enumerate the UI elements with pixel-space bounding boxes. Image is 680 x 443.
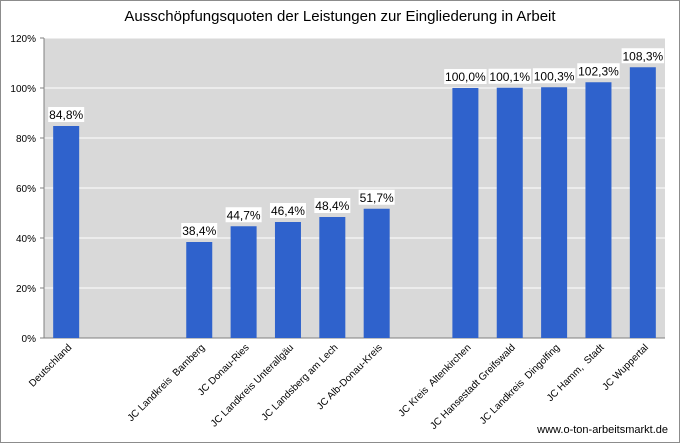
bar <box>230 226 257 338</box>
chart-title: Ausschöpfungsquoten der Leistungen zur E… <box>124 8 556 25</box>
bar <box>496 87 523 338</box>
bar <box>274 222 301 338</box>
data-label: 46,4% <box>271 204 305 218</box>
data-label-bg <box>577 63 620 79</box>
y-tick-label: 20% <box>16 284 36 295</box>
bar <box>363 208 390 338</box>
x-tick-label: JC Hansestadt Greifswald <box>428 342 518 432</box>
data-label: 84,8% <box>49 108 83 122</box>
data-label-bg <box>532 68 576 84</box>
bar <box>629 67 656 338</box>
x-tick-label: JC Kreis Altenkirchen <box>397 342 474 419</box>
data-label: 38,4% <box>182 224 216 238</box>
y-tick-label: 100% <box>10 84 36 95</box>
x-tick-label: JC Wuppertal <box>600 342 650 392</box>
data-label-bg <box>444 69 487 84</box>
data-label: 51,7% <box>360 191 394 205</box>
y-tick-label: 60% <box>16 184 36 195</box>
data-label: 100,3% <box>534 69 575 83</box>
x-tick-label: JC Landsberg am Lech <box>260 342 341 423</box>
data-label-bg <box>225 207 262 223</box>
data-label-bg <box>358 189 395 205</box>
x-tick-label: JC Landkreis Unterallgäu <box>209 342 296 429</box>
data-label: 108,3% <box>622 49 663 63</box>
y-tick-label: 0% <box>22 334 37 345</box>
bar <box>585 82 612 338</box>
data-label-bg <box>269 203 306 218</box>
data-label-bg <box>314 198 351 213</box>
x-tick-label: JC Landkreis Bamberg <box>126 342 208 424</box>
bar <box>186 242 213 338</box>
y-tick-label: 120% <box>10 34 36 45</box>
source-url: www.o-ton-arbeitsmarkt.de <box>537 424 668 436</box>
y-tick-label: 40% <box>16 234 36 245</box>
data-label-bg <box>181 223 218 238</box>
data-label: 44,7% <box>227 208 261 222</box>
bar <box>541 87 568 338</box>
data-label: 100,0% <box>445 70 486 84</box>
x-tick-label: Deutschland <box>27 342 74 389</box>
data-label-bg <box>621 48 665 64</box>
data-label-bg <box>488 68 531 84</box>
bar <box>319 217 346 338</box>
data-label-bg <box>48 107 85 122</box>
x-tick-label: JC Landkreis Dingolfing <box>478 342 562 426</box>
data-label: 102,3% <box>578 64 619 78</box>
data-label: 100,1% <box>489 70 530 84</box>
bar <box>452 88 479 338</box>
bar <box>53 126 80 338</box>
y-tick-label: 80% <box>16 134 36 145</box>
data-label: 48,4% <box>315 199 349 213</box>
